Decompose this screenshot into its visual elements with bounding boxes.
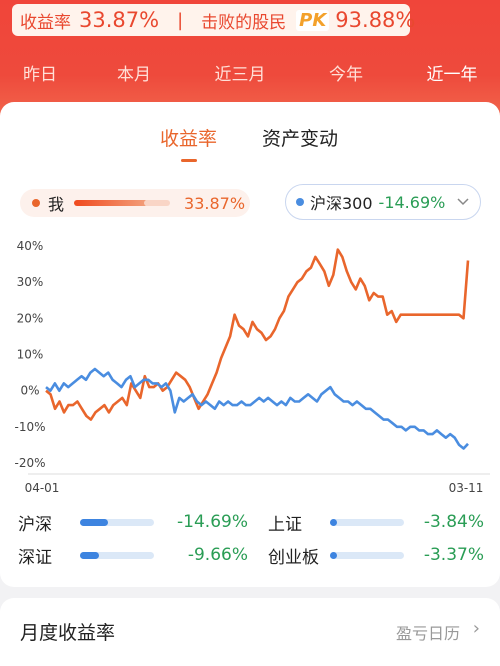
stat-fill-cyb: [330, 551, 337, 559]
y-tick-label: 0%: [20, 384, 39, 398]
stat-name-cyb: 创业板: [268, 547, 319, 568]
index-name: 沪深300: [310, 194, 373, 213]
tab-this-month[interactable]: 本月: [117, 65, 151, 85]
tab-asset-change[interactable]: 资产变动: [262, 128, 339, 150]
x-start-label: 04-01: [25, 481, 60, 495]
my-return-bar-track: [144, 200, 171, 206]
tab-last-year[interactable]: 近一年: [426, 65, 478, 85]
y-tick-label: -20%: [14, 456, 45, 470]
tab-this-year[interactable]: 今年: [329, 65, 363, 85]
tab-three-months[interactable]: 近三月: [214, 65, 266, 85]
beat-label: 击败的股民: [201, 12, 287, 33]
monthly-return-section: 月度收益率 盈亏日历 ›: [0, 598, 500, 666]
stat-fill-sz: [330, 518, 338, 526]
index-series-dot: [296, 198, 304, 206]
index-return-value: -14.69%: [378, 192, 446, 212]
index-return-line: [45, 367, 469, 450]
active-tab-indicator: [181, 159, 197, 162]
stat-fill-hs: [80, 518, 109, 526]
return-value: 33.87%: [79, 8, 160, 32]
my-return-bar: [74, 200, 149, 206]
stat-track-sz: [330, 518, 404, 526]
tab-yesterday[interactable]: 昨日: [23, 65, 57, 85]
stat-value-sz: -3.84%: [423, 512, 484, 532]
y-tick-label: 20%: [17, 311, 44, 325]
chevron-right-icon[interactable]: ›: [472, 618, 480, 639]
pnl-calendar-link[interactable]: 盈亏日历: [395, 624, 460, 643]
returns-card: 收益率 资产变动 我 33.87% 沪深300 -14.69% 40% 30% 20…: [0, 102, 500, 587]
stat-value-szc: -9.66%: [187, 545, 248, 565]
separator: |: [177, 9, 184, 31]
stat-track-hs: [80, 518, 154, 526]
my-series-dot: [32, 199, 40, 207]
x-end-label: 03-11: [449, 481, 484, 495]
stat-track-cyb: [330, 551, 404, 559]
index-selector[interactable]: 沪深300 -14.69%: [285, 184, 481, 220]
my-return-value: 33.87%: [184, 193, 246, 213]
stat-name-hs: 沪深: [18, 514, 52, 535]
pk-badge: PK: [296, 9, 330, 31]
summary-banner[interactable]: 收益率 33.87% | 击败的股民 PK 93.88%: [12, 4, 415, 36]
y-tick-label: 10%: [17, 348, 44, 362]
stat-row-szc: 深证 -9.66%: [18, 540, 248, 570]
return-line-chart: 40% 30% 20% 10% 0% -10% -20% 04-01 03-11: [14, 239, 490, 495]
stat-fill-szc: [80, 551, 99, 559]
monthly-title: 月度收益率: [20, 622, 116, 644]
stat-row-cyb: 创业板 -3.37%: [268, 540, 484, 570]
return-label: 收益率: [20, 12, 71, 33]
stat-row-hs: 沪深 -14.69%: [18, 507, 248, 537]
stat-name-szc: 深证: [18, 547, 52, 568]
beat-value: 93.88%: [335, 8, 416, 32]
stat-track-szc: [80, 551, 154, 559]
y-tick-label: 30%: [17, 275, 44, 289]
stat-value-hs: -14.69%: [177, 512, 248, 532]
my-return-legend: 我 33.87%: [20, 189, 250, 217]
chevron-down-icon: [457, 195, 469, 210]
stat-name-sz: 上证: [268, 514, 302, 535]
tab-return-rate[interactable]: 收益率: [160, 128, 218, 150]
y-tick-label: 40%: [17, 239, 44, 253]
stat-value-cyb: -3.37%: [423, 545, 484, 565]
my-series-name: 我: [48, 195, 65, 214]
stat-row-sz: 上证 -3.84%: [268, 507, 484, 537]
my-return-line: [45, 248, 470, 421]
y-tick-label: -10%: [14, 420, 45, 434]
